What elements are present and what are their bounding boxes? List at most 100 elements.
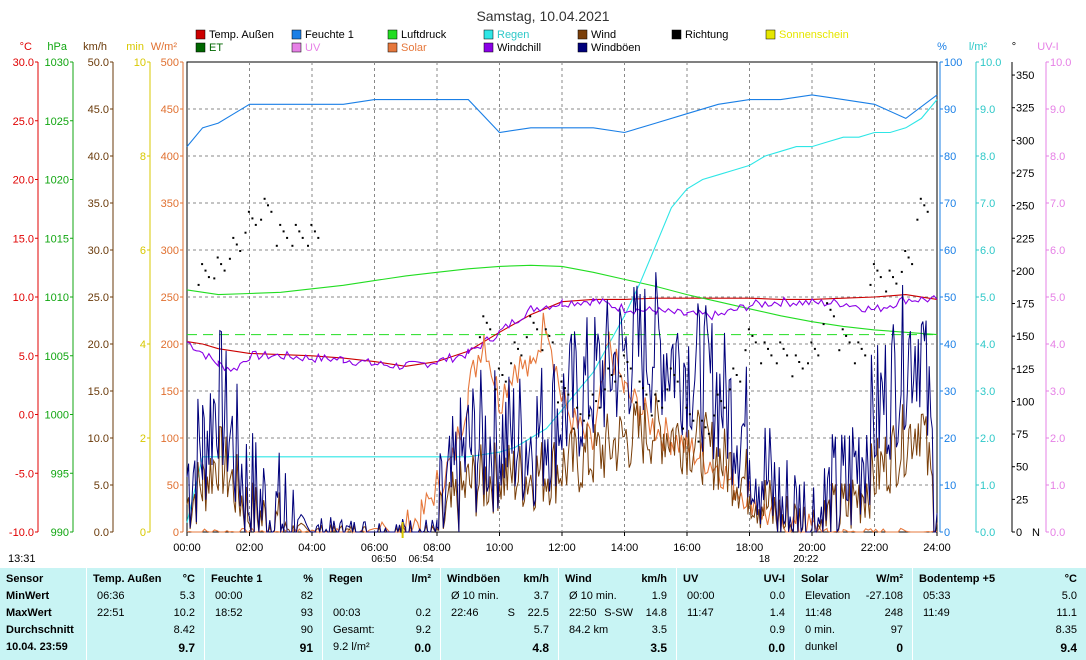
tick-label: 7.0	[980, 198, 995, 210]
x-axis: 00:00 02:00 04:00 06:00 08:00 10:00 12:00 14:00…	[8, 522, 951, 565]
direction-point	[732, 367, 735, 370]
direction-point	[228, 257, 231, 260]
direction-point	[494, 388, 497, 391]
legend-label: Sonnenschein	[779, 29, 849, 41]
sunrise-label: 06:50	[371, 554, 396, 565]
direction-point	[775, 362, 778, 365]
direction-point	[216, 256, 219, 259]
cell-dir: S-SW	[604, 607, 633, 619]
stats-group: Windböen km/h Ø 10 min. 3.7 22:46 S 22.5 5.7 4.8	[440, 568, 559, 660]
cell-value: 11.1	[1056, 607, 1077, 619]
group-name: Temp. Außen	[93, 573, 162, 585]
tick-label: 1020	[45, 175, 69, 187]
direction-point	[853, 362, 856, 365]
direction-point	[892, 276, 894, 279]
tick-label: 325	[1016, 103, 1034, 115]
direction-point	[810, 341, 813, 344]
direction-point	[817, 354, 820, 357]
direction-point	[879, 276, 882, 279]
stats-group: Bodentemp +5 °C 05:33 5.0 11:49 11.1 8.35 9.4	[912, 568, 1086, 660]
direction-point	[510, 362, 513, 365]
tick-label: 90	[944, 104, 956, 116]
direction-point	[239, 250, 242, 252]
direction-point	[926, 210, 929, 213]
left-axis-unit: min	[126, 41, 144, 53]
cell-value: 3.7	[533, 590, 549, 602]
legend-swatch	[483, 29, 494, 40]
direction-point	[832, 315, 835, 318]
x-tick-label: 12:00	[548, 542, 576, 554]
tick-label: 250	[161, 292, 179, 304]
direction-point	[869, 283, 872, 286]
tick-label: 10.0	[13, 292, 34, 304]
direction-point	[904, 250, 907, 252]
tick-label: 1015	[45, 233, 69, 245]
cell-value: 9.7	[178, 641, 195, 655]
legend-swatch	[671, 29, 682, 40]
direction-point	[610, 374, 613, 376]
direction-point	[838, 349, 841, 352]
tick-label: 50.0	[88, 57, 109, 69]
legend-label: Luftdruck	[401, 29, 447, 41]
direction-point	[707, 432, 710, 435]
left-axis-unit: hPa	[47, 41, 67, 53]
legend-label: Windböen	[591, 42, 641, 54]
cell-time: Gesamt:	[333, 624, 375, 636]
direction-point	[885, 290, 888, 293]
direction-point	[313, 230, 316, 233]
cell-time: 00:00	[687, 590, 715, 602]
direction-point	[622, 354, 625, 357]
direction-point	[813, 347, 816, 350]
sunset2-label: 20:22	[793, 554, 818, 565]
cell-time: 84.2 km	[569, 624, 609, 636]
direction-point	[582, 419, 585, 422]
direction-point	[919, 197, 922, 200]
cell-time: 0 min.	[805, 624, 835, 636]
direction-point	[478, 336, 481, 339]
direction-point	[638, 380, 641, 383]
direction-point	[485, 321, 488, 324]
direction-point	[704, 426, 707, 429]
cell-time: 22:50	[569, 607, 597, 619]
direction-point	[697, 440, 700, 443]
direction-point	[598, 406, 601, 409]
stats-group: Solar W/m² Elevation -27.108 11:48 248 0 min. 9…	[794, 568, 913, 660]
direction-point	[685, 406, 688, 409]
group-unit: UV-I	[763, 573, 785, 585]
tick-label: 10.0	[1050, 57, 1071, 69]
tick-label: 50	[1016, 462, 1028, 474]
direction-point	[567, 393, 570, 396]
legend-swatch	[291, 42, 302, 53]
direction-point	[525, 336, 528, 339]
group-name: Windböen	[447, 573, 501, 585]
direction-point	[739, 380, 742, 383]
tick-label: 200	[161, 339, 179, 351]
series-windb-en	[186, 272, 938, 534]
tick-label: 25.0	[13, 116, 34, 128]
legend-swatch	[387, 42, 398, 53]
tick-label: 990	[51, 527, 69, 539]
tick-label: 100	[1016, 396, 1034, 408]
tick-label: 8	[140, 151, 146, 163]
direction-point	[829, 308, 832, 311]
cell-value: 10.2	[173, 607, 195, 619]
legend-swatch	[195, 29, 206, 40]
direction-point	[270, 210, 273, 213]
tick-label: 200	[1016, 266, 1034, 278]
direction-point	[563, 387, 566, 390]
direction-point	[791, 375, 794, 378]
direction-point	[673, 374, 676, 376]
tick-label: 5.0	[980, 292, 995, 304]
direction-point	[735, 374, 738, 376]
direction-point	[635, 401, 638, 404]
direction-point	[504, 380, 507, 383]
direction-point	[770, 354, 773, 357]
direction-point	[286, 236, 289, 239]
stats-group: UV UV-I 00:00 0.0 11:47 1.4 0.9 0.0	[676, 568, 795, 660]
direction-point	[895, 282, 898, 285]
direction-point	[482, 315, 485, 318]
cell-value: 93	[300, 607, 313, 619]
legend-label: Regen	[497, 29, 529, 41]
tick-label: 0	[1016, 527, 1022, 539]
series-feuchte-1	[186, 94, 938, 147]
